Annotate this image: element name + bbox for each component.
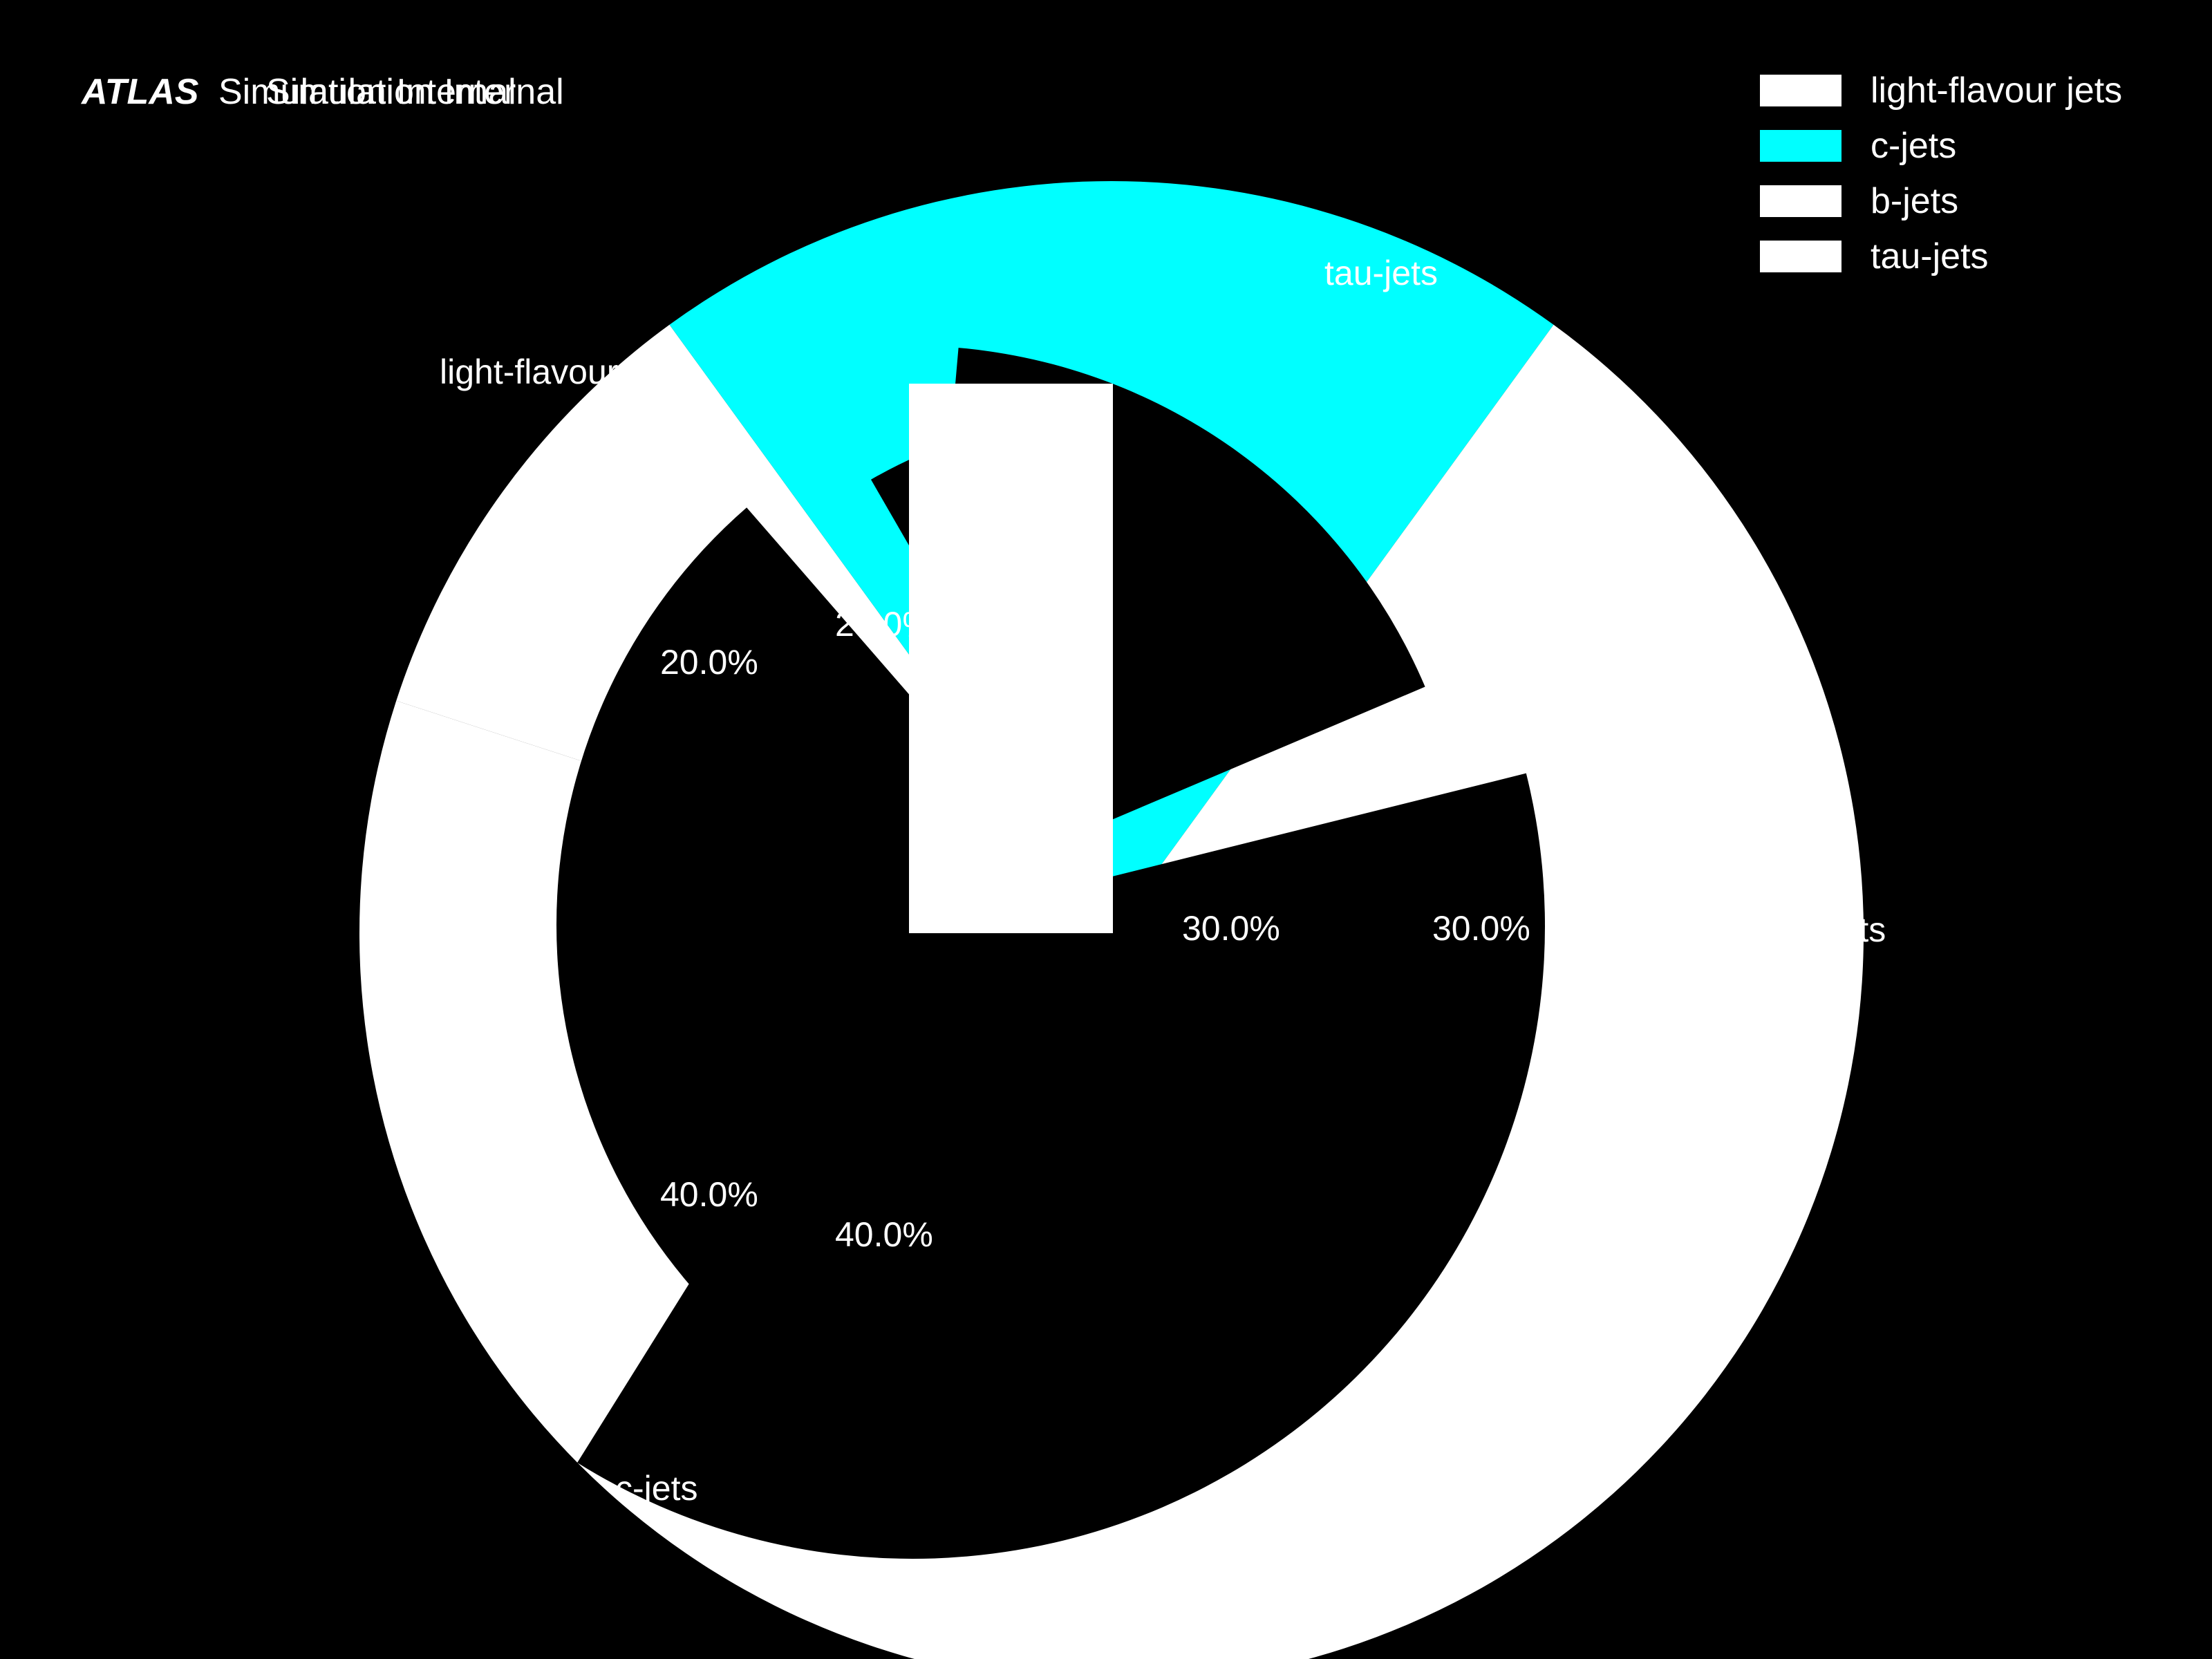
legend-swatch-light-flavour-jets [1760,75,1841,106]
legend-swatch-c-jets [1760,130,1841,162]
simulation-internal-label-duplicate: Simulation Internal [266,72,564,112]
white-occluder-band [909,384,1113,933]
outer-label-tau-jets: tau-jets [1324,254,1438,292]
legend: light-flavour jets c-jets b-jets tau-jet… [1760,71,2122,276]
outer-label-b-jets: b-jets [1801,910,1886,949]
inner-label-c-jets: 40.0% [660,1175,758,1214]
outer-label-light-flavour-jets: light-flavour jets [440,353,682,391]
legend-swatch-tau-jets [1760,241,1841,272]
inner-slice-b-jets [556,507,1109,1342]
inner-slice-c-jets [577,773,1545,1559]
inner-label-light-flavour-jets: 20.0% [660,643,758,682]
overlay-label-c-jets: 40.0% [835,1215,933,1254]
overlay-label-b-jets: 30.0% [1432,909,1530,948]
legend-label-b-jets: b-jets [1871,181,1958,221]
legend-label-light-flavour-jets: light-flavour jets [1871,71,2122,111]
outer-label-c-jets: c-jets [615,1469,697,1508]
inner-label-b-jets: 30.0% [1182,909,1280,948]
legend-label-c-jets: c-jets [1871,126,1956,166]
legend-swatch-b-jets [1760,185,1841,217]
legend-label-tau-jets: tau-jets [1871,236,1989,276]
atlas-label: ATLAS [80,72,199,112]
simulation-internal-label: Simulation Internal [218,72,516,112]
occluder-vertical-arm [909,384,1113,933]
